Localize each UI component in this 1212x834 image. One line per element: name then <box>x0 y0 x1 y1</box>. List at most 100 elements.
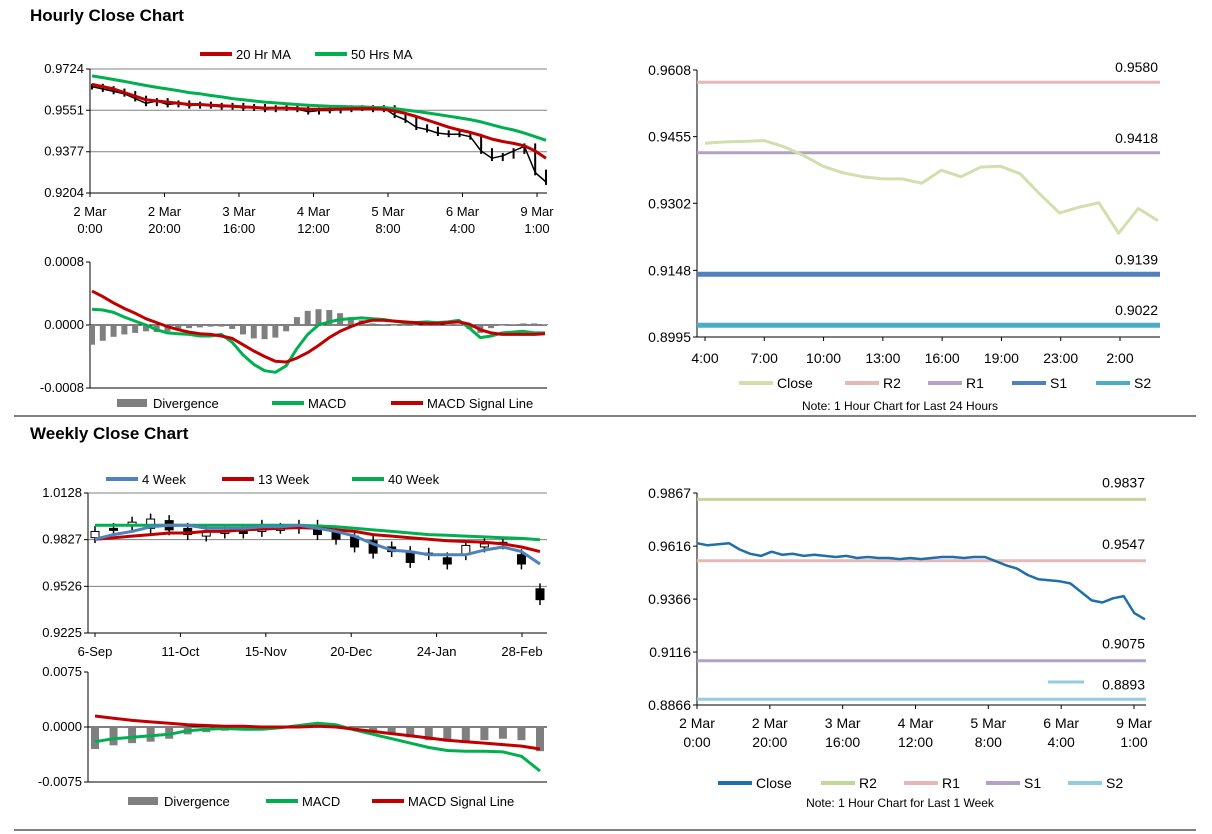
weekly-levels-y-tick-label: 0.9616 <box>648 538 691 554</box>
hourly-levels-x-tick-label: 16:00 <box>925 350 960 366</box>
hourly-price-y-tick-label: 0.9724 <box>44 61 84 76</box>
legend-weekly-level-s1-label: S1 <box>1024 775 1041 791</box>
hourly-divergence-bar <box>261 325 268 340</box>
legend-weekly-macd-signal-label: MACD Signal Line <box>408 794 514 809</box>
weekly-levels-x-tick-time: 4:00 <box>1048 734 1075 750</box>
hourly-divergence-bar <box>196 325 203 328</box>
weekly-price-x-tick-label: 24-Jan <box>417 644 457 659</box>
weekly-levels-x-tick-time: 12:00 <box>898 734 933 750</box>
hourly-divergence-bar <box>240 325 246 335</box>
legend-13week-label: 13 Week <box>258 472 310 487</box>
legend-weekly-level-r2-label: R2 <box>859 775 877 791</box>
weekly-candle-body <box>479 543 489 548</box>
weekly-divergence-bar <box>480 727 489 741</box>
hourly-divergence-bar <box>455 324 462 325</box>
weekly-candle-body <box>238 530 248 534</box>
hourly-price-x-tick-date: 2 Mar <box>73 204 107 219</box>
weekly-price-x-tick-label: 20-Dec <box>330 644 372 659</box>
hourly-price-x-tick-time: 12:00 <box>297 221 330 236</box>
legend-40week-label: 40 Week <box>388 472 440 487</box>
hourly-divergence-bar <box>326 310 333 325</box>
hourly-levels-x-tick-label: 19:00 <box>984 350 1019 366</box>
weekly-levels-x-tick-time: 8:00 <box>975 734 1002 750</box>
hourly-divergence-bar <box>132 325 139 333</box>
weekly-levels-y-tick-label: 0.8866 <box>648 697 691 713</box>
weekly-levels-x-tick-date: 2 Mar <box>752 715 788 731</box>
legend-hourly-level-r1-label: R1 <box>966 375 984 391</box>
weekly-divergence-bar <box>406 727 415 738</box>
weekly-section-title: Weekly Close Chart <box>30 424 189 443</box>
hourly-level-r2-label: 0.9580 <box>1115 59 1158 75</box>
hourly-divergence-bar <box>304 310 311 325</box>
weekly-level-s2-label: 0.8893 <box>1102 676 1145 692</box>
hourly-divergence-bar <box>531 323 538 325</box>
hourly-levels-x-tick-label: 7:00 <box>751 350 778 366</box>
legend-hourly-level-r2-label: R2 <box>883 375 901 391</box>
hourly-50hr-ma-line <box>91 74 547 142</box>
hourly-price-x-tick-date: 4 Mar <box>297 204 331 219</box>
hourly-level-s1-label: 0.9139 <box>1115 251 1158 267</box>
legend-hourly-level-close-label: Close <box>777 375 813 391</box>
legend-hourly-divergence-swatch <box>117 399 147 407</box>
hourly-price-x-tick-date: 2 Mar <box>148 204 182 219</box>
legend-weekly-level-close-label: Close <box>756 775 792 791</box>
weekly-divergence-bar <box>109 727 118 746</box>
weekly-price-y-tick-label: 1.0128 <box>42 485 82 500</box>
hourly-divergence-bar <box>207 325 214 327</box>
hourly-price-x-tick-date: 6 Mar <box>446 204 480 219</box>
hourly-macd-signal-line <box>91 289 546 364</box>
legend-weekly-divergence-swatch <box>128 797 158 805</box>
weekly-level-s1-label: 0.9075 <box>1102 636 1145 652</box>
hourly-divergence-bar <box>412 325 419 326</box>
legend-hourly-macd-signal-label: MACD Signal Line <box>427 396 533 411</box>
weekly-level-r1-label: 0.9547 <box>1102 536 1145 552</box>
weekly-level-r2-label: 0.9837 <box>1102 474 1145 490</box>
hourly-levels-close-line <box>704 139 1159 235</box>
weekly-divergence-bar <box>498 727 507 739</box>
hourly-macd-y-tick-label: 0.0008 <box>44 254 84 269</box>
weekly-divergence-bar <box>387 727 396 735</box>
legend-weekly-divergence-label: Divergence <box>164 794 230 809</box>
hourly-levels-y-tick-label: 0.9608 <box>648 62 691 78</box>
weekly-levels-close-line <box>696 541 1146 621</box>
legend-hourly-level-s2-label: S2 <box>1134 375 1151 391</box>
weekly-levels-x-tick-date: 6 Mar <box>1043 715 1079 731</box>
hourly-divergence-bar <box>542 324 548 325</box>
hourly-price-x-tick-time: 20:00 <box>148 221 181 236</box>
weekly-divergence-bar <box>517 727 526 741</box>
hourly-divergence-bar <box>347 317 354 325</box>
hourly-levels-x-tick-label: 2:00 <box>1106 350 1133 366</box>
hourly-divergence-bar <box>315 309 322 325</box>
weekly-divergence-bar <box>536 727 544 752</box>
hourly-divergence-bar <box>110 325 117 337</box>
hourly-divergence-bar <box>250 325 257 339</box>
weekly-levels-x-tick-date: 3 Mar <box>825 715 861 731</box>
hourly-divergence-bar <box>293 317 300 325</box>
legend-weekly-level-s2-label: S2 <box>1106 775 1123 791</box>
hourly-divergence-bar <box>488 325 495 329</box>
weekly-levels-x-tick-time: 20:00 <box>752 734 787 750</box>
weekly-candle-body <box>535 588 545 601</box>
hourly-divergence-bar <box>391 325 397 326</box>
hourly-divergence-bar <box>142 325 149 332</box>
hourly-levels-y-tick-label: 0.8995 <box>648 329 691 345</box>
hourly-divergence-bar <box>89 325 95 345</box>
hourly-levels-y-tick-label: 0.9148 <box>648 262 691 278</box>
weekly-macd-y-tick-label: -0.0075 <box>38 774 82 789</box>
weekly-candle-body <box>90 530 100 539</box>
hourly-price-y-tick-label: 0.9551 <box>44 102 84 117</box>
hourly-divergence-bar <box>272 325 279 338</box>
weekly-price-x-tick-label: 28-Feb <box>501 644 542 659</box>
weekly-macd-signal-line <box>94 714 541 751</box>
legend-hourly-macd-label: MACD <box>308 396 346 411</box>
hourly-divergence-bar <box>99 325 106 341</box>
hourly-levels-x-tick-label: 23:00 <box>1043 350 1078 366</box>
hourly-divergence-bar <box>498 325 505 326</box>
hourly-levels-x-tick-label: 4:00 <box>691 350 718 366</box>
hourly-price-y-tick-label: 0.9377 <box>44 144 84 159</box>
weekly-levels-x-tick-time: 0:00 <box>683 734 710 750</box>
legend-weekly-level-r1-label: R1 <box>942 775 960 791</box>
hourly-price-x-tick-time: 1:00 <box>524 221 549 236</box>
weekly-levels-y-tick-label: 0.9116 <box>649 644 691 660</box>
weekly-candle-body <box>109 527 119 531</box>
